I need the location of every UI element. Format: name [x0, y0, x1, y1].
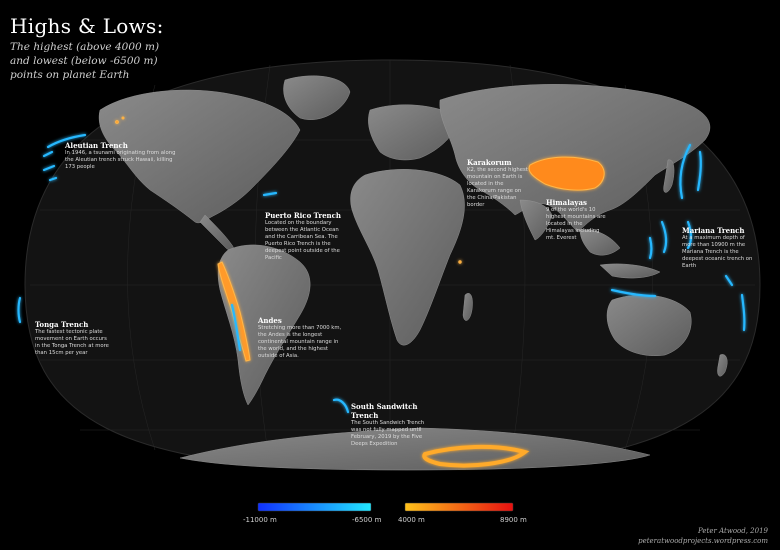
- legend-height-min-label: 4000 m: [398, 516, 425, 524]
- legend-depth-min-label: -11000 m: [243, 516, 277, 524]
- annotation-karakorum: Karakorum K2, the second highest mountai…: [467, 158, 529, 209]
- annotation-mariana-trench: Mariana Trench At a maximum depth of mor…: [682, 226, 756, 270]
- madagascar: [462, 293, 473, 321]
- aleutian-trench: [46, 133, 87, 149]
- antarctica: [179, 427, 651, 471]
- annotation-heading: Himalayas: [546, 198, 587, 207]
- annotation-himalayas: Himalayas 9 of the world's 10 highest mo…: [546, 198, 606, 242]
- peru-chile-trench: [230, 303, 242, 352]
- legend-depth-bar: [257, 502, 372, 512]
- annotation-heading: Puerto Rico Trench: [265, 211, 341, 220]
- south-america: [217, 244, 311, 406]
- map-subtitle: The highest (above 4000 m) and lowest (b…: [10, 41, 160, 81]
- puerto-rico-trench-line: [262, 191, 278, 197]
- annotation-body: Located on the boundary between the Atla…: [265, 220, 340, 261]
- kermadec-trench: [740, 293, 746, 332]
- legend-height-bar: [404, 502, 514, 512]
- izu-bonin-trench: [696, 150, 702, 192]
- mariana-trench-line: [660, 220, 668, 254]
- annotation-body: 9 of the world's 10 highest mountains ar…: [546, 207, 606, 241]
- legend-depth-max-label: -6500 m: [352, 516, 382, 524]
- greenland: [283, 75, 351, 120]
- tibetan-plateau: [528, 156, 605, 191]
- annotation-heading: Tonga Trench: [35, 320, 89, 329]
- annotation-heading: Aleutian Trench: [65, 141, 128, 150]
- credit-author: Peter Atwood, 2019: [698, 527, 768, 535]
- annotation-body: The fastest tectonic plate movement on E…: [35, 329, 109, 356]
- java-trench: [610, 288, 657, 298]
- annotation-aleutian-trench: Aleutian Trench In 1946, a tsunami origi…: [65, 141, 177, 171]
- new-hebrides-trench: [724, 274, 734, 287]
- new-zealand: [717, 354, 728, 377]
- annotation-heading: Andes: [258, 316, 282, 325]
- japan: [663, 159, 675, 193]
- india: [519, 199, 553, 241]
- annotation-body: At a maximum depth of more than 10900 m …: [682, 235, 753, 269]
- annotation-heading: Karakorum: [467, 158, 512, 167]
- map-title: Highs & Lows:: [10, 14, 164, 38]
- north-america: [98, 89, 301, 224]
- australia: [606, 294, 692, 356]
- kuril-japan-trench: [679, 143, 692, 200]
- philippine-trench: [648, 236, 653, 260]
- africa-high-point: [458, 260, 462, 264]
- africa: [350, 169, 465, 346]
- annotation-body: The South Sandwich Trench was not fully …: [351, 420, 425, 447]
- alaska-high-point: [121, 116, 125, 120]
- annotation-south-sandwich-trench: South Sandwitch Trench The South Sandwic…: [351, 402, 433, 448]
- annotation-body: K2, the second highest mountain on Earth…: [467, 167, 528, 208]
- annotation-andes: Andes Stretching more than 7000 km, the …: [258, 316, 348, 360]
- aleutian-trench-east: [42, 150, 58, 182]
- antarctic-plateau: [422, 444, 530, 468]
- annotation-heading: South Sandwitch Trench: [351, 402, 418, 420]
- southeast-asia: [579, 229, 621, 256]
- mariana-trench-east: [686, 220, 693, 250]
- europe: [368, 104, 461, 161]
- north-america-high-point: [115, 120, 119, 124]
- annotation-heading: Mariana Trench: [682, 226, 745, 235]
- credit-site: peteratwoodprojects.wordpress.com: [638, 537, 768, 545]
- annotation-puerto-rico-trench: Puerto Rico Trench Located on the bounda…: [265, 211, 347, 262]
- south-sandwich-trench-line: [332, 398, 350, 414]
- annotation-body: Stretching more than 7000 km, the Andes …: [258, 325, 342, 359]
- indonesia: [599, 263, 661, 279]
- tonga-trench-line: [17, 296, 22, 324]
- annotation-body: In 1946, a tsunami originating from alon…: [65, 150, 176, 170]
- legend-height-max-label: 8900 m: [500, 516, 527, 524]
- annotation-tonga-trench: Tonga Trench The fastest tectonic plate …: [35, 320, 111, 357]
- deep-trenches: [17, 133, 746, 414]
